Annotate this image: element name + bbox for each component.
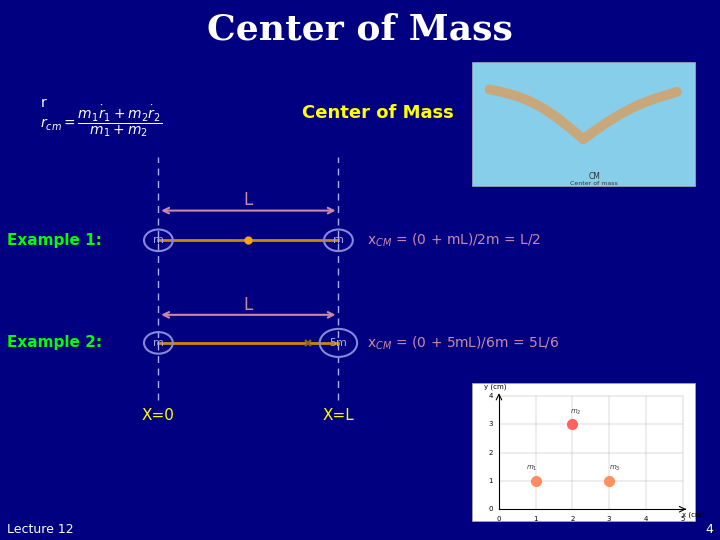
Text: Lecture 12: Lecture 12: [7, 523, 74, 536]
Text: X=0: X=0: [142, 408, 175, 423]
Text: 2: 2: [570, 516, 575, 522]
Text: 4: 4: [489, 393, 493, 399]
Text: 5: 5: [680, 516, 685, 522]
Text: Center of Mass: Center of Mass: [302, 104, 454, 123]
Text: x (cm): x (cm): [682, 512, 705, 518]
Text: CM: CM: [588, 172, 600, 181]
Bar: [472, 383, 695, 521]
Text: y (cm): y (cm): [484, 384, 507, 390]
Text: Example 1:: Example 1:: [7, 233, 102, 248]
Text: $m_3$: $m_3$: [609, 464, 621, 473]
Text: x$_{CM}$ = (0 + mL)/2m = L/2: x$_{CM}$ = (0 + mL)/2m = L/2: [367, 232, 541, 249]
Text: X=L: X=L: [323, 408, 354, 423]
Text: 2: 2: [489, 449, 493, 456]
Text: $m_2$: $m_2$: [570, 407, 582, 417]
Text: m: m: [333, 235, 344, 245]
Text: Example 2:: Example 2:: [7, 335, 102, 350]
Text: 3: 3: [607, 516, 611, 522]
Text: 1: 1: [534, 516, 538, 522]
Text: 4: 4: [705, 523, 713, 536]
Text: m: m: [153, 235, 164, 245]
Text: m: m: [153, 338, 164, 348]
Text: 1: 1: [489, 478, 493, 484]
Text: $r_{cm} = \dfrac{m_1\dot{r}_1 + m_2\dot{r}_2}{m_1 + m_2}$: $r_{cm} = \dfrac{m_1\dot{r}_1 + m_2\dot{…: [40, 104, 161, 139]
Text: 5m: 5m: [330, 338, 347, 348]
Text: 4: 4: [644, 516, 648, 522]
Text: $\mathrm{r}$: $\mathrm{r}$: [40, 96, 48, 110]
Text: Center of mass: Center of mass: [570, 180, 618, 186]
Text: L: L: [244, 296, 253, 314]
Text: 3: 3: [489, 421, 493, 427]
Text: 0: 0: [497, 516, 501, 522]
Bar: [472, 62, 695, 186]
Text: x$_{CM}$ = (0 + 5mL)/6m = 5L/6: x$_{CM}$ = (0 + 5mL)/6m = 5L/6: [367, 334, 559, 352]
Text: $m_1$: $m_1$: [526, 464, 537, 473]
Text: L: L: [244, 191, 253, 209]
Text: 0: 0: [489, 506, 493, 512]
Text: Center of Mass: Center of Mass: [207, 13, 513, 46]
